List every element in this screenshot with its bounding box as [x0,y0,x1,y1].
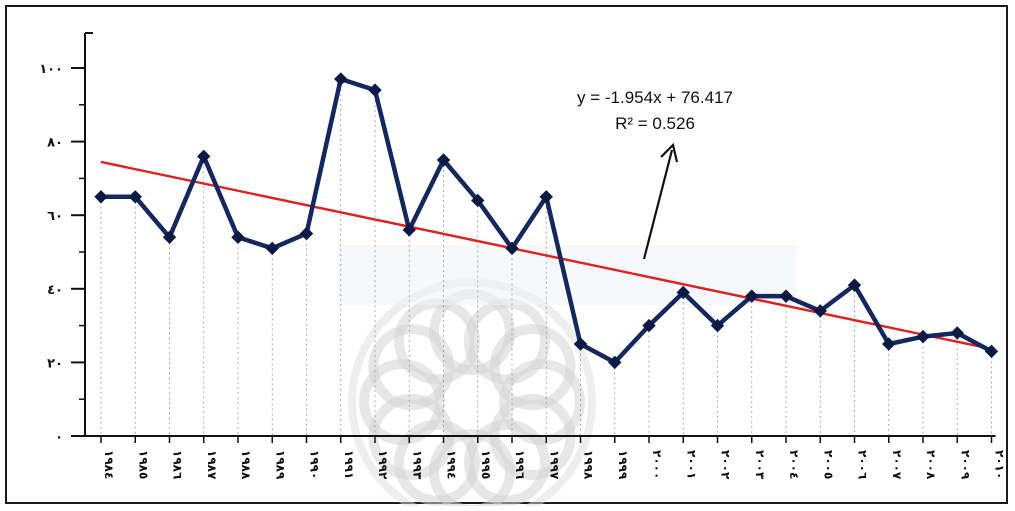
data-point [539,190,553,204]
annotation-arrow [642,149,674,260]
data-point [882,337,896,351]
data-point [984,344,999,359]
trendline-equation: y = -1.954x + 76.417 [577,88,733,107]
x-tick-label: ۲۰۰٤ [787,450,801,479]
data-point [162,230,177,244]
x-tick-label: ۲۰۰۲ [719,450,733,480]
x-tick-label: ۱۹۹۲ [376,450,390,480]
axes [84,32,996,437]
data-point [745,289,759,303]
data-point [642,318,656,333]
x-tick-label: ۱۹۹٤ [445,450,459,479]
x-tick-label: ۲۰۰٦ [856,450,870,479]
data-point [471,193,485,208]
data-point [265,241,279,256]
data-point [950,326,964,340]
watermark-ring [489,324,576,410]
trendline [100,160,992,351]
data-point [436,153,451,167]
gridlines [100,79,992,436]
data-point [94,190,108,204]
data-point [608,355,622,370]
y-axis-ticks: ۰ ۲۰ ٤۰ ٦۰ ۸۰ ۱۰۰ [39,62,85,445]
x-tick-label: ۱۹۹۱ [342,450,356,479]
x-tick-label: ۱۹۹۸ [582,450,596,480]
x-tick-label: ۱۹۹۹ [616,450,630,480]
x-tick-label: ۱۹۹۷ [547,450,561,480]
x-tick-label: ۲۰۰۷ [890,450,904,480]
x-tick-label: ۲۰۰۳ [753,450,767,480]
watermark-band [337,245,797,305]
trendline-annotation: y = -1.954x + 76.417 R² = 0.526 [577,88,733,260]
x-tick-label: ۱۹۸۹ [273,450,287,480]
watermark-emblem [337,245,797,506]
x-tick-label: ۲۰۰۰ [650,450,664,479]
x-axis-ticks: ۱۹۸٤ ۱۹۸٥ ۱۹۸٦ ۱۹۸۷ ۱۹۸۸ ۱۹۸۹ ۱۹۹۰ ۱۹۹۱ ۱۹۹۲ ۱۹۹۳… [100,436,1007,480]
x-tick-label: ۱۹۸٥ [136,450,150,479]
x-tick-label: ۱۹۸۸ [239,450,253,480]
data-point [299,226,314,241]
y-tick-label: ۰ [55,430,63,445]
x-tick-label: ۱۹۸٦ [171,450,185,479]
y-tick-label: ۲۰ [47,356,63,371]
data-point [573,337,588,351]
data-point [128,190,142,204]
y-tick-label: ۸۰ [47,136,63,151]
data-point [368,83,382,97]
trendline-r-squared: R² = 0.526 [615,114,695,133]
x-tick-label: ۱۹۸۷ [205,450,219,480]
line-chart: ۰ ۲۰ ٤۰ ٦۰ ۸۰ ۱۰۰ ۱۹۸٤ ۱۹۸٥ ۱۹۸٦ ۱۹۸۷ ۱۹۸۸ ۱۹۸۹ ۱۹۹… [39,32,1007,506]
x-tick-label: ۲۰۰۸ [924,450,938,480]
data-point [334,72,348,86]
x-tick-label: ۱۹۸٤ [102,450,116,479]
data-point [779,289,793,303]
x-tick-label: ۲۰۰۹ [958,450,972,480]
data-point [231,230,245,244]
x-tick-label: ۱۹۹۰ [308,450,322,479]
y-tick-label: ٤۰ [47,283,63,298]
watermark-ring [464,419,550,506]
series-markers [94,72,999,370]
annotation-arrowhead [660,142,679,163]
data-point [402,223,416,237]
chart-frame: ۰ ۲۰ ٤۰ ٦۰ ۸۰ ۱۰۰ ۱۹۸٤ ۱۹۸٥ ۱۹۸٦ ۱۹۸۷ ۱۹۸۸ ۱۹۸۹ ۱۹۹… [5,5,1008,506]
data-point [813,304,827,318]
data-point [847,278,862,292]
y-tick-label: ٦۰ [47,209,63,224]
x-tick-label: ۲۰۰۱ [684,450,698,479]
x-tick-label: ۱۹۹۳ [410,450,424,480]
data-point [197,149,211,164]
data-point [676,285,690,300]
data-point [710,318,725,333]
y-tick-label: ۱۰۰ [39,62,63,77]
data-point [916,329,930,344]
x-tick-label: ۲۰۰٥ [821,450,835,479]
x-tick-label: ۱۹۹٦ [513,450,527,479]
trendline-line [100,160,992,351]
x-tick-label: ۱۹۹٥ [479,450,493,479]
data-point [505,241,519,256]
x-tick-label: ۲۰۱۰ [993,450,1007,479]
